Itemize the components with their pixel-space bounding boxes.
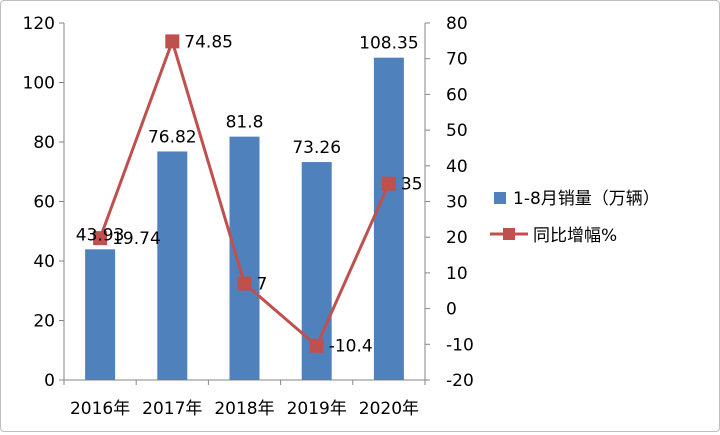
right-y-axis: -20 -10 0 10 20 30 40 50 60 70 80 xyxy=(425,14,474,391)
left-tick-label: 0 xyxy=(44,371,55,391)
right-tick-label: 40 xyxy=(446,157,468,177)
bar-data-label: 108.35 xyxy=(359,34,418,54)
x-category-label: 2019年 xyxy=(287,399,347,419)
left-tick-label: 100 xyxy=(23,74,55,94)
bar xyxy=(85,249,116,380)
x-category-label: 2018年 xyxy=(214,399,274,419)
bar-data-label: 81.8 xyxy=(226,113,264,133)
bar-data-label: 43.93 xyxy=(76,225,125,245)
left-tick-label: 120 xyxy=(23,14,55,34)
line-marker xyxy=(381,176,396,191)
legend-bar-swatch xyxy=(494,192,506,204)
line-marker xyxy=(93,231,108,246)
x-axis-categories: 2016年 2017年 2018年 2019年 2020年 xyxy=(63,380,426,419)
x-category-label: 2017年 xyxy=(142,399,202,419)
bar-data-label: 73.26 xyxy=(292,138,341,158)
left-tick-label: 80 xyxy=(33,133,55,153)
line-data-labels: 19.74 74.85 7 -10.4 35 xyxy=(112,32,422,356)
left-y-axis: 0 20 40 60 80 100 120 xyxy=(23,14,64,391)
bar xyxy=(373,57,404,380)
right-tick-label: -10 xyxy=(446,335,474,355)
line-data-label: 7 xyxy=(257,275,268,295)
legend-line-marker xyxy=(503,228,515,240)
line-marker xyxy=(237,276,252,291)
right-tick-label: 30 xyxy=(446,193,468,213)
legend-line-label: 同比增幅% xyxy=(533,226,617,246)
right-tick-label: 80 xyxy=(446,14,468,34)
line-data-label: -10.4 xyxy=(329,337,373,357)
x-category-label: 2020年 xyxy=(359,399,419,419)
right-tick-label: -20 xyxy=(446,371,474,391)
bar-data-label: 76.82 xyxy=(148,127,197,147)
line-data-label: 74.85 xyxy=(184,32,233,52)
line-data-label: 19.74 xyxy=(112,229,161,249)
legend-bar-label: 1-8月销量（万辆） xyxy=(513,189,660,209)
right-tick-label: 0 xyxy=(446,300,457,320)
line-series xyxy=(93,34,396,353)
bar-series xyxy=(85,57,404,380)
right-tick-label: 60 xyxy=(446,85,468,105)
line-data-label: 35 xyxy=(401,175,423,195)
bar xyxy=(157,151,188,380)
bar xyxy=(229,136,260,380)
legend: 1-8月销量（万辆） 同比增幅% xyxy=(490,189,660,246)
right-tick-label: 20 xyxy=(446,228,468,248)
line-marker xyxy=(165,34,180,49)
bar-data-labels: 43.93 76.82 81.8 73.26 108.35 xyxy=(76,34,419,246)
left-tick-label: 20 xyxy=(33,312,55,332)
right-tick-label: 70 xyxy=(446,50,468,70)
x-category-label: 2016年 xyxy=(70,399,130,419)
right-tick-label: 10 xyxy=(446,264,468,284)
left-tick-label: 60 xyxy=(33,193,55,213)
line-marker xyxy=(309,338,324,353)
left-tick-label: 40 xyxy=(33,252,55,272)
right-tick-label: 50 xyxy=(446,121,468,141)
